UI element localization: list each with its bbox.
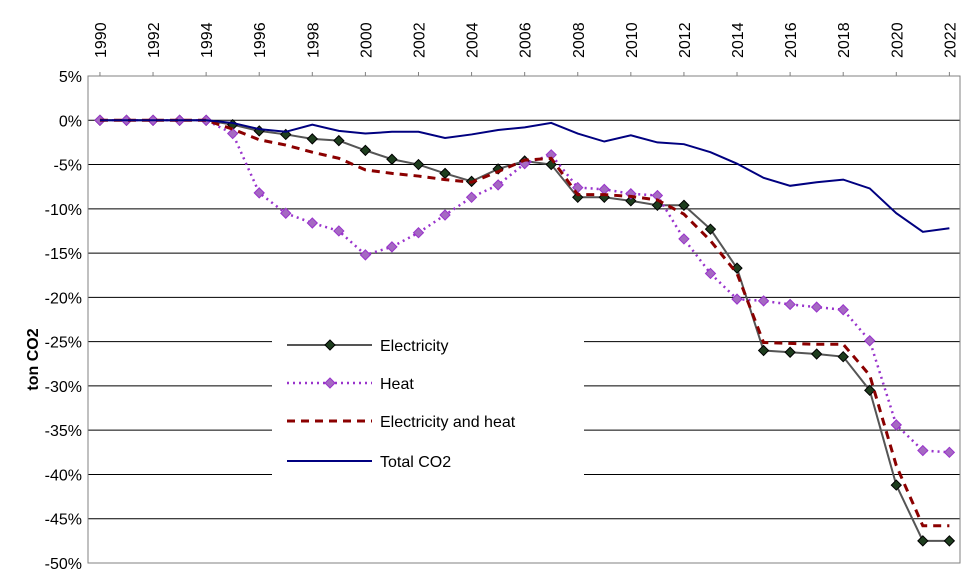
y-tick-label: -50% [45,556,82,573]
x-tick-label: 2022 [942,22,959,58]
data-point [280,207,292,219]
data-point [439,209,451,221]
x-tick-label: 2010 [624,22,641,58]
x-tick-label: 2020 [889,22,906,58]
data-point [226,127,239,140]
y-tick-label: -5% [54,158,82,175]
data-point [943,535,956,547]
data-point [333,225,345,237]
x-tick-label: 2002 [411,22,428,58]
legend-label: Total CO2 [380,454,451,471]
y-tick-label: 0% [59,113,82,130]
y-tick-label: -15% [45,246,82,263]
x-tick-label: 1996 [252,22,269,58]
x-tick-label: 2004 [465,22,482,58]
data-point [306,133,319,145]
y-tick-label: -45% [45,512,82,529]
data-point [386,153,398,165]
y-axis-label: ton CO2 [25,328,42,390]
series-line [99,119,950,233]
x-tick-label: 1994 [199,22,216,58]
x-tick-label: 2012 [677,22,694,58]
data-point [412,227,425,239]
legend-box [272,325,584,480]
legend-label: Heat [380,376,414,393]
y-tick-label: -30% [45,379,82,396]
x-tick-label: 1998 [305,22,322,58]
data-point [678,233,690,245]
data-point [943,446,956,459]
data-point [386,241,398,253]
data-point [917,444,929,457]
series-line [99,118,950,528]
x-tick-label: 2016 [783,22,800,58]
y-tick-label: -20% [45,290,82,307]
data-point [704,223,717,235]
data-point [465,191,478,204]
data-point [598,183,611,196]
data-point [890,419,902,431]
data-point [306,217,319,229]
y-tick-label: -40% [45,467,82,484]
data-point [253,187,265,199]
data-point [704,267,717,280]
data-point [864,335,876,347]
data-point [810,348,823,360]
data-point [731,262,743,274]
x-tick-label: 2000 [358,22,375,58]
y-tick-label: -10% [45,202,82,219]
y-tick-label: 5% [59,69,82,86]
x-tick-label: 1990 [93,22,110,58]
data-point [333,134,345,147]
legend-label: Electricity [380,338,448,355]
data-point [625,195,637,207]
data-point [757,344,770,357]
data-point [757,295,770,307]
data-point [837,350,849,363]
x-tick-label: 1992 [146,22,163,58]
legend-marker [324,339,336,351]
x-tick-label: 2008 [571,22,588,58]
y-tick-label: -25% [45,335,82,352]
data-point [784,298,796,311]
data-point [678,199,690,211]
legend-label: Electricity and heat [380,414,516,431]
data-point [810,301,823,313]
data-point [412,158,425,171]
legend: Electricity Heat Electricity and heat Total… [272,325,584,480]
x-tick-label: 2006 [518,22,535,58]
legend-marker [324,377,336,389]
data-point [837,304,849,316]
data-point [439,167,451,180]
data-point [784,346,796,358]
data-point [572,191,584,204]
y-tick-label: -35% [45,423,82,440]
plot-frame [87,75,961,564]
x-tick-label: 2018 [836,22,853,58]
data-point [359,249,372,261]
data-point [731,293,743,305]
data-point [864,384,876,397]
data-point [359,144,372,157]
data-point [917,535,929,547]
data-point [890,479,902,491]
data-point [492,179,504,191]
x-tick-label: 2014 [730,22,747,58]
